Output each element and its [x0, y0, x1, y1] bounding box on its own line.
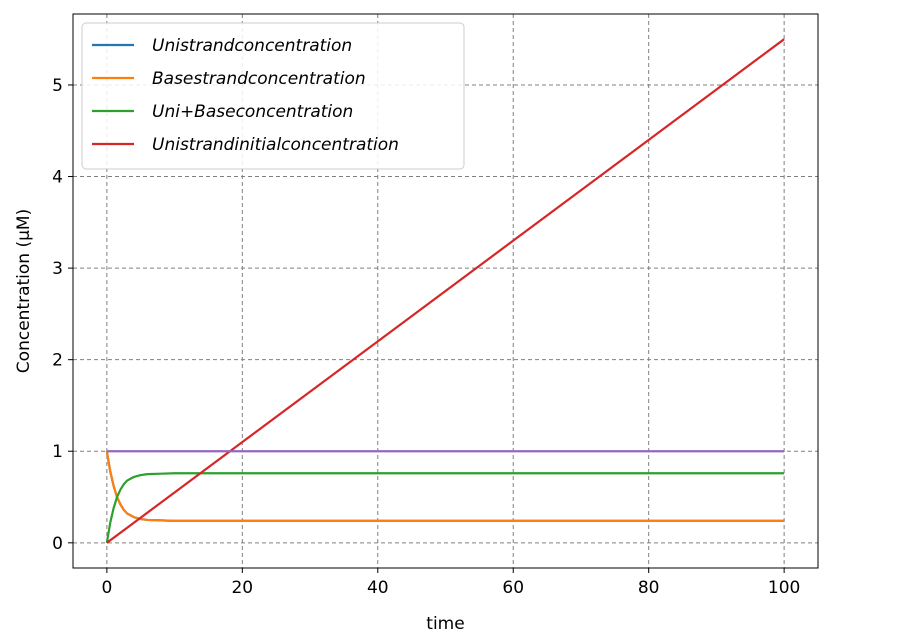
- x-tick-label: 0: [101, 578, 112, 598]
- y-axis-ticks: 0 1 2 3 4 5: [52, 76, 73, 554]
- x-tick-label: 100: [768, 578, 800, 598]
- y-tick-label: 2: [52, 351, 63, 371]
- y-tick-label: 4: [52, 168, 63, 188]
- series-line-1: [105, 451, 785, 522]
- legend-label: Unistrandinitialconcentration: [152, 135, 399, 155]
- plot-frame: [72, 13, 819, 569]
- x-axis-label: time: [426, 614, 464, 634]
- x-tick-label: 60: [502, 578, 524, 598]
- x-tick-label: 20: [231, 578, 253, 598]
- legend-box: [81, 22, 465, 170]
- y-tick-label: 3: [52, 259, 63, 279]
- legend-label: Unistrandconcentration: [152, 36, 352, 56]
- series-line-0: [105, 451, 785, 522]
- legend: Unistrandconcentration Basestrandconcentr…: [81, 22, 465, 170]
- y-axis-label: Concentration (μM): [14, 209, 34, 373]
- x-tick-label: 40: [367, 578, 389, 598]
- series-line-2: [105, 472, 785, 544]
- legend-label: Uni+Baseconcentration: [152, 102, 353, 122]
- x-axis-ticks: 0 20 40 60 80 100: [101, 568, 800, 598]
- y-tick-label: 5: [52, 76, 63, 96]
- series-line-3: [106, 38, 785, 544]
- legend-label: Basestrandconcentration: [152, 69, 366, 89]
- y-tick-label: 1: [52, 442, 63, 462]
- series-lines: [105, 38, 785, 544]
- y-tick-label: 0: [52, 534, 63, 554]
- x-tick-label: 80: [638, 578, 660, 598]
